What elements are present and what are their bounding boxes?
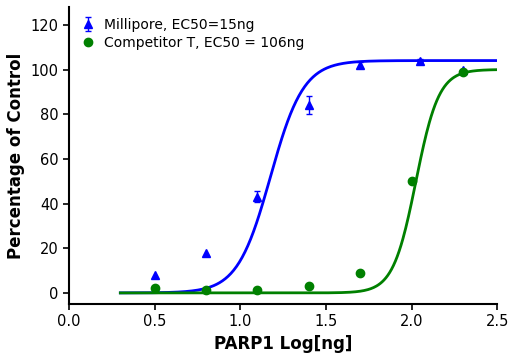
- Competitor T, EC50 = 106ng: [460, 69, 466, 74]
- Competitor T, EC50 = 106ng: [254, 287, 261, 292]
- Competitor T, EC50 = 106ng: [203, 287, 209, 292]
- Competitor T, EC50 = 106ng: [306, 284, 312, 288]
- Y-axis label: Percentage of Control: Percentage of Control: [7, 53, 25, 258]
- Competitor T, EC50 = 106ng: [152, 286, 158, 291]
- Competitor T, EC50 = 106ng: [409, 179, 415, 183]
- X-axis label: PARP1 Log[ng]: PARP1 Log[ng]: [214, 335, 352, 353]
- Legend: Millipore, EC50=15ng, Competitor T, EC50 = 106ng: Millipore, EC50=15ng, Competitor T, EC50…: [76, 14, 308, 54]
- Competitor T, EC50 = 106ng: [357, 271, 363, 275]
- Line: Competitor T, EC50 = 106ng: Competitor T, EC50 = 106ng: [151, 68, 467, 294]
